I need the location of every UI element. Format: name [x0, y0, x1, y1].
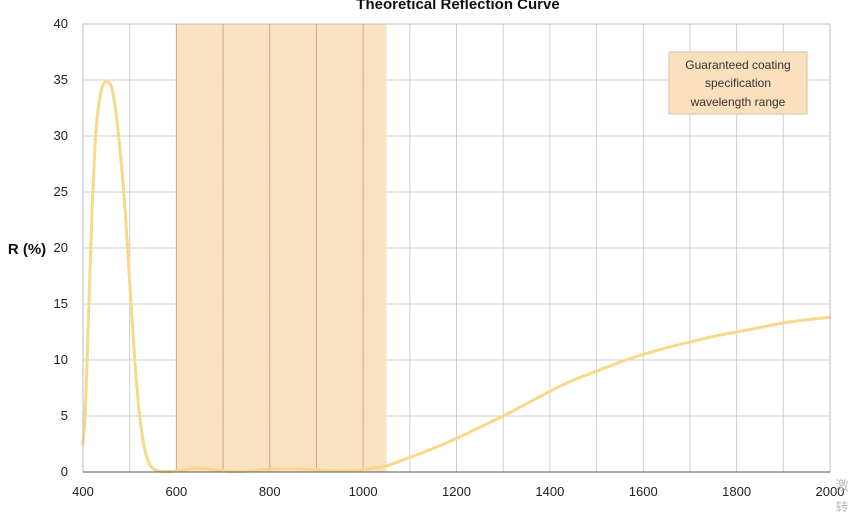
x-tick-label: 1400: [535, 484, 564, 499]
x-tick-label: 1000: [349, 484, 378, 499]
watermark-glyph-1: 激: [835, 479, 848, 494]
legend-background: [668, 51, 808, 115]
x-tick-label: 1200: [442, 484, 471, 499]
tick-labels: 400 600 800 1000 1200 1400 1600 1800 2000 0 5 10 15 2…: [54, 16, 845, 499]
y-tick-label: 5: [61, 408, 68, 423]
x-tick-label: 1600: [629, 484, 658, 499]
legend-label-line-3: wavelength range: [690, 95, 786, 109]
shaded-region-layer: [175, 24, 387, 472]
watermark-glyph-2: 转: [835, 501, 848, 512]
y-tick-label: 15: [54, 296, 68, 311]
plot-frame: [82, 23, 831, 473]
y-axis-label: R (%): [8, 241, 46, 258]
x-tick-label: 2000: [816, 484, 845, 499]
y-tick-label: 30: [54, 128, 68, 143]
x-tick-label: 1800: [722, 484, 751, 499]
y-tick-label: 40: [54, 16, 68, 31]
y-tick-label: 10: [54, 352, 68, 367]
x-tick-label: 600: [166, 484, 188, 499]
legend-label-line-2: specification: [705, 76, 771, 90]
y-tick-label: 25: [54, 184, 68, 199]
chart-title: Theoretical Reflection Curve: [356, 0, 559, 13]
legend: Guaranteed coating specification wavelen…: [668, 51, 808, 115]
legend-label-line-1: Guaranteed coating: [685, 58, 790, 72]
series-line: [81, 79, 832, 474]
y-tick-label: 0: [61, 464, 68, 479]
shaded-region: [176, 24, 387, 472]
y-tick-label: 20: [54, 240, 68, 255]
x-tick-label: 800: [259, 484, 281, 499]
x-tick-label: 400: [72, 484, 94, 499]
series-layer: [81, 79, 832, 474]
y-tick-label: 35: [54, 72, 68, 87]
